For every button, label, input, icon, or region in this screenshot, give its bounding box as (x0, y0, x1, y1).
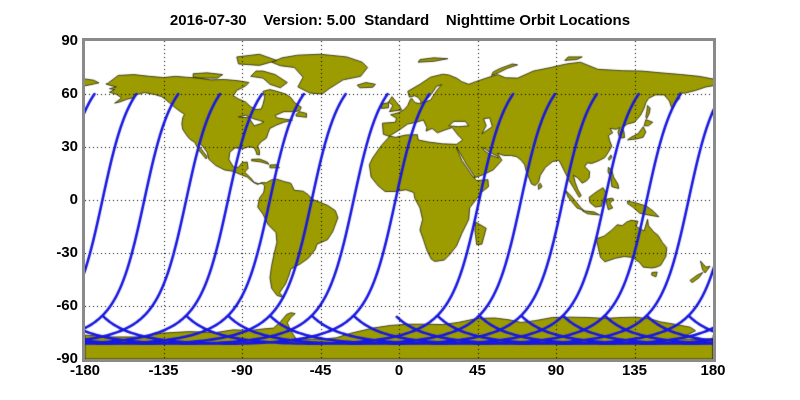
y-tick-label: 30 (61, 138, 78, 155)
y-tick-label: 60 (61, 85, 78, 102)
x-tick-label: 135 (621, 362, 648, 379)
x-tick-label: -135 (148, 362, 179, 379)
y-tick-label: 90 (61, 32, 78, 49)
x-tick-label: -90 (231, 362, 253, 379)
y-tick-label: -30 (56, 244, 78, 261)
x-tick-label: 0 (394, 362, 404, 379)
x-tick-label: 90 (547, 362, 565, 379)
x-tick-label: 180 (700, 362, 726, 379)
y-tick-label: -60 (56, 297, 78, 314)
chart-title: 2016-07-30 Version: 5.00 Standard Nightt… (169, 12, 631, 29)
y-tick-label: 0 (69, 191, 78, 208)
x-tick-label: -180 (69, 362, 101, 379)
world-map-canvas (85, 41, 713, 359)
x-tick-label: 45 (469, 362, 486, 379)
y-tick-label: -90 (56, 350, 78, 367)
x-tick-label: -45 (309, 362, 332, 379)
